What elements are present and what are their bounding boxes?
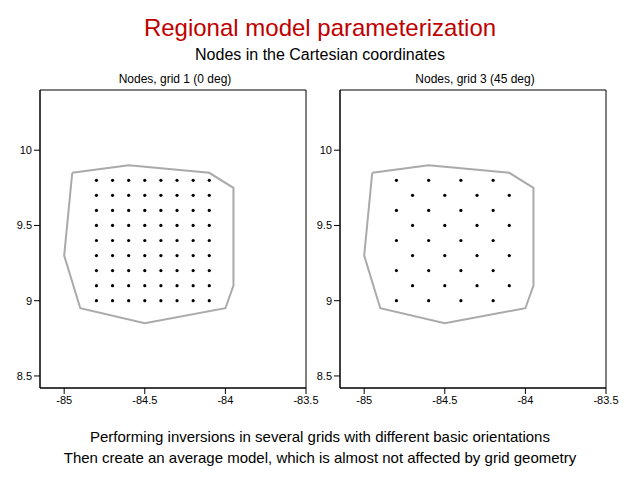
html-text:Nodes in the Cartesian coordin: Nodes in the Cartesian coordinates xyxy=(195,46,445,63)
svg-text:8.5: 8.5 xyxy=(17,370,32,382)
svg-text:8.5: 8.5 xyxy=(317,370,332,382)
svg-text:-83.5: -83.5 xyxy=(593,394,618,406)
svg-text:-84.5: -84.5 xyxy=(132,394,157,406)
svg-text:-83.5: -83.5 xyxy=(293,394,318,406)
svg-text:-84: -84 xyxy=(217,394,233,406)
svg-text:9.5: 9.5 xyxy=(17,219,32,231)
html-text:Performing inversions in sever: Performing inversions in several grids w… xyxy=(90,428,550,445)
svg-text:-85: -85 xyxy=(56,394,72,406)
html-text:Nodes, grid 3 (45 deg): Nodes, grid 3 (45 deg) xyxy=(415,72,535,86)
html-text:Nodes, grid 1 (0 deg): Nodes, grid 1 (0 deg) xyxy=(118,72,232,86)
html-text:Then create an average model,: Then create an average model, which is a… xyxy=(63,449,577,466)
html-text:Regional model parameterizatio: Regional model parameterization xyxy=(143,14,497,41)
svg-text:9.5: 9.5 xyxy=(317,219,332,231)
svg-text:9: 9 xyxy=(326,295,332,307)
svg-text:10: 10 xyxy=(20,144,32,156)
svg-text:-85: -85 xyxy=(356,394,372,406)
svg-text:10: 10 xyxy=(320,144,332,156)
svg-text:9: 9 xyxy=(26,295,32,307)
svg-text:-84: -84 xyxy=(517,394,533,406)
svg-text:-84.5: -84.5 xyxy=(432,394,457,406)
